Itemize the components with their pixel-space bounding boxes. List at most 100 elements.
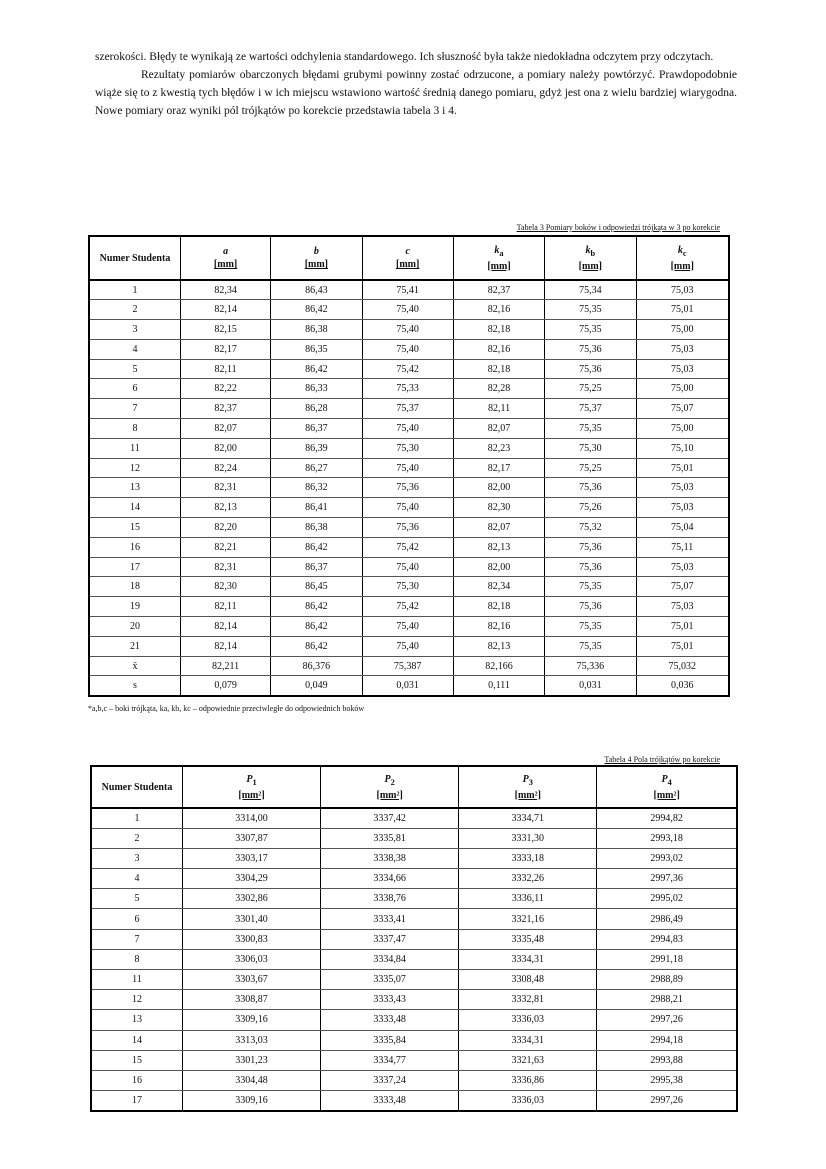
table-cell: 75,40 xyxy=(361,319,454,340)
table-cell: 75,36 xyxy=(361,517,454,538)
table-cell: 75,01 xyxy=(635,458,730,479)
table-cell: 75,03 xyxy=(635,339,730,360)
table-cell: 3308,87 xyxy=(181,989,322,1011)
table-cell: 7 xyxy=(90,929,183,950)
table-cell: 82,14 xyxy=(179,616,272,637)
table-row: 13 82,31 86,32 75,36 82,00 75,36 75,03 xyxy=(88,477,730,499)
table-cell: 75,36 xyxy=(544,596,637,618)
table-cell: 3336,86 xyxy=(458,1070,598,1092)
table-cell: 86,39 xyxy=(270,438,363,459)
table-cell: 75,30 xyxy=(544,438,637,459)
header-symbol: b xyxy=(313,246,319,257)
table-cell: 75,34 xyxy=(544,280,637,301)
table-cell: 75,30 xyxy=(361,576,454,598)
table-cell: 75,336 xyxy=(544,656,637,677)
table-cell: 75,40 xyxy=(361,458,454,479)
table-cell: 2991,18 xyxy=(596,949,738,971)
table-row: 14 3313,03 3335,84 3334,31 2994,18 xyxy=(90,1030,738,1051)
table-cell: 3333,43 xyxy=(320,989,460,1011)
table-cell: 86,41 xyxy=(270,497,363,519)
table-cell: 13 xyxy=(90,1009,183,1031)
table-caption: Tabela 4 Pola trójkątów po korekcie xyxy=(604,755,720,764)
table-cell: 82,28 xyxy=(452,378,546,400)
table-cell: 75,32 xyxy=(544,517,637,538)
table-cell: 75,37 xyxy=(361,398,454,420)
table-cell: 3314,00 xyxy=(181,808,322,829)
header-cell: P1 [mm²] xyxy=(181,766,322,809)
table-cell: 3332,26 xyxy=(458,868,598,890)
header-cell: Numer Studenta xyxy=(90,766,183,809)
table-cell: 75,00 xyxy=(635,378,730,400)
table-cell: 3333,48 xyxy=(320,1090,460,1112)
header-unit: [mm] xyxy=(487,260,511,272)
table: Numer Studenta P1 [mm²] P2 [mm²] P3 [mm²] P4 [mm… xyxy=(90,765,738,1112)
table-row: 14 82,13 86,41 75,40 82,30 75,26 75,03 xyxy=(88,497,730,519)
table-cell: 8 xyxy=(90,949,183,971)
table-cell: 3333,18 xyxy=(458,848,598,870)
header-cell: kc [mm] xyxy=(635,236,730,281)
table-cell: 3338,76 xyxy=(320,888,460,910)
table-cell: 82,07 xyxy=(179,418,272,439)
table-cell: 2 xyxy=(90,828,183,849)
table-cell: 17 xyxy=(90,1090,183,1112)
table-cell: 3338,38 xyxy=(320,848,460,870)
table-cell: 3334,31 xyxy=(458,1030,598,1051)
table-row: 5 82,11 86,42 75,42 82,18 75,36 75,03 xyxy=(88,359,730,380)
table-cell: 11 xyxy=(90,969,183,991)
table-cell: 82,30 xyxy=(179,576,272,598)
table-cell: 82,07 xyxy=(452,418,546,439)
table-cell: 75,40 xyxy=(361,557,454,578)
table-cell: 75,40 xyxy=(361,418,454,439)
table-cell: 86,33 xyxy=(270,378,363,400)
table-cell: 75,40 xyxy=(361,497,454,519)
table-cell: 75,03 xyxy=(635,359,730,380)
header-subscript: 3 xyxy=(528,777,533,787)
table-cell: 75,37 xyxy=(544,398,637,420)
table-row: 5 3302,86 3338,76 3336,11 2995,02 xyxy=(90,888,738,910)
table-cell: 82,31 xyxy=(179,477,272,499)
table-cell: 20 xyxy=(88,616,181,637)
table-cell: 86,38 xyxy=(270,517,363,538)
table-row: 11 82,00 86,39 75,30 82,23 75,30 75,10 xyxy=(88,438,730,459)
table-cell: 2997,26 xyxy=(596,1090,738,1112)
table-cell: 75,26 xyxy=(544,497,637,519)
table-row: 2 82,14 86,42 75,40 82,16 75,35 75,01 xyxy=(88,299,730,321)
table-cell: 14 xyxy=(90,1030,183,1051)
table-cell: 86,43 xyxy=(270,280,363,301)
table-row: 19 82,11 86,42 75,42 82,18 75,36 75,03 xyxy=(88,596,730,618)
table-cell: 75,00 xyxy=(635,319,730,340)
table-cell: 3336,11 xyxy=(458,888,598,910)
table-cell: 82,211 xyxy=(179,656,272,677)
header-subscript: b xyxy=(590,248,596,258)
table-cell: 75,25 xyxy=(544,378,637,400)
table-cell: 0,049 xyxy=(270,675,363,697)
table-cell: 75,40 xyxy=(361,616,454,637)
header-symbol: P xyxy=(384,773,391,785)
table-cell: 82,16 xyxy=(452,616,546,637)
table-row: 3 82,15 86,38 75,40 82,18 75,35 75,00 xyxy=(88,319,730,340)
header-symbol: k xyxy=(494,244,500,256)
table-cell: 3 xyxy=(88,319,181,340)
table-cell: 3331,30 xyxy=(458,828,598,849)
table-cell: 3337,42 xyxy=(320,808,460,829)
table-cell: 75,30 xyxy=(361,438,454,459)
table-cell: 2995,02 xyxy=(596,888,738,910)
table-cell: 82,34 xyxy=(452,576,546,598)
table-cell: 82,14 xyxy=(179,299,272,321)
table-row: 13 3309,16 3333,48 3336,03 2997,26 xyxy=(90,1009,738,1031)
table-cell: 86,45 xyxy=(270,576,363,598)
table-cell: 82,20 xyxy=(179,517,272,538)
body-text: szerokości. Błędy te wynikają ze wartośc… xyxy=(95,48,737,120)
table-cell: 2993,18 xyxy=(596,828,738,849)
table-cell: 86,38 xyxy=(270,319,363,340)
table-cell: 86,376 xyxy=(270,656,363,677)
table-cell: 16 xyxy=(90,1070,183,1092)
table-row: 2 3307,87 3335,81 3331,30 2993,18 xyxy=(90,828,738,849)
table-cell: 3334,84 xyxy=(320,949,460,971)
header-symbol: c xyxy=(405,246,410,257)
header-row: Numer Studenta P1 [mm²] P2 [mm²] P3 [mm²] P4 [mm… xyxy=(90,766,738,809)
table-cell: 2993,88 xyxy=(596,1050,738,1071)
table-cell: 82,18 xyxy=(452,319,546,340)
header-cell: kb [mm] xyxy=(544,236,637,281)
table-row: 1 3314,00 3337,42 3334,71 2994,82 xyxy=(90,808,738,829)
